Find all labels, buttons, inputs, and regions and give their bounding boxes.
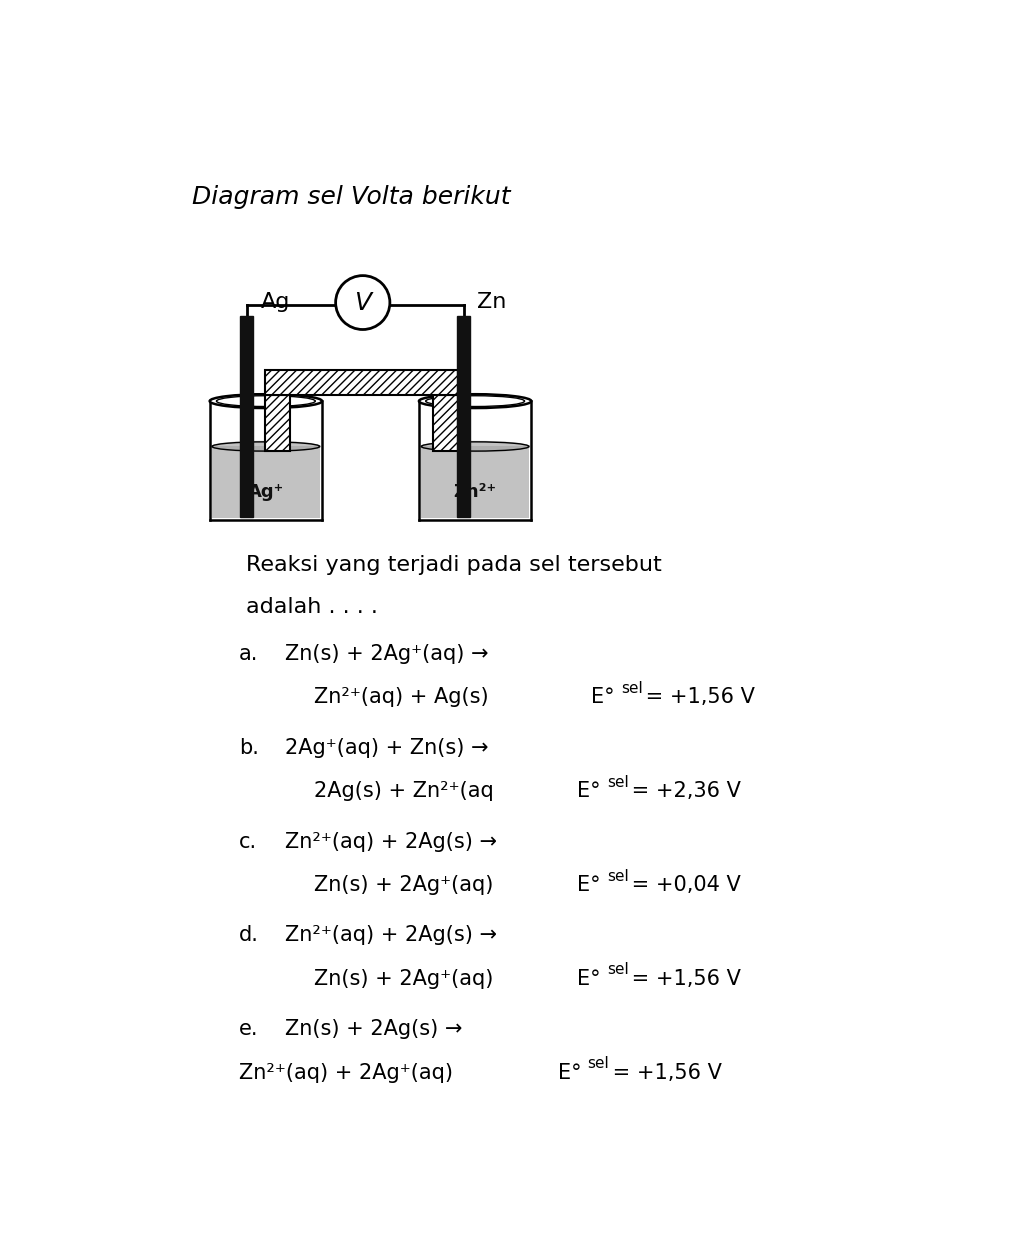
FancyBboxPatch shape	[241, 317, 253, 516]
FancyBboxPatch shape	[434, 395, 458, 451]
Polygon shape	[422, 447, 529, 519]
Text: e.: e.	[239, 1019, 258, 1040]
Text: adalah . . . .: adalah . . . .	[247, 598, 378, 618]
Text: d.: d.	[239, 926, 259, 946]
FancyBboxPatch shape	[265, 395, 290, 451]
FancyBboxPatch shape	[265, 370, 458, 395]
Text: Zn(s) + 2Ag⁺(aq): Zn(s) + 2Ag⁺(aq)	[314, 968, 499, 989]
Text: sel: sel	[607, 869, 629, 884]
Text: Zn²⁺(aq) + Ag(s): Zn²⁺(aq) + Ag(s)	[314, 687, 495, 707]
Text: sel: sel	[621, 681, 643, 696]
Text: Ag⁺: Ag⁺	[248, 483, 284, 501]
Text: E°: E°	[577, 781, 602, 801]
Text: = +1,56 V: = +1,56 V	[639, 687, 755, 707]
Text: Zn²⁺(aq) + 2Ag(s) →: Zn²⁺(aq) + 2Ag(s) →	[285, 832, 497, 852]
Ellipse shape	[426, 396, 525, 406]
Text: Zn(s) + 2Ag⁺(aq): Zn(s) + 2Ag⁺(aq)	[314, 875, 499, 895]
Circle shape	[336, 276, 390, 329]
Ellipse shape	[422, 442, 529, 452]
Text: = +1,56 V: = +1,56 V	[626, 968, 741, 989]
Text: b.: b.	[239, 738, 259, 758]
Text: E°: E°	[577, 968, 602, 989]
Ellipse shape	[209, 394, 323, 409]
Text: Zn²⁺(aq) + 2Ag(s) →: Zn²⁺(aq) + 2Ag(s) →	[285, 926, 497, 946]
Text: Reaksi yang terjadi pada sel tersebut: Reaksi yang terjadi pada sel tersebut	[247, 555, 662, 576]
Text: Zn(s) + 2Ag⁺(aq) →: Zn(s) + 2Ag⁺(aq) →	[285, 644, 488, 664]
Ellipse shape	[216, 396, 315, 406]
Text: Zn²⁺(aq) + 2Ag⁺(aq): Zn²⁺(aq) + 2Ag⁺(aq)	[239, 1062, 459, 1082]
Text: 2Ag⁺(aq) + Zn(s) →: 2Ag⁺(aq) + Zn(s) →	[285, 738, 488, 758]
Text: sel: sel	[607, 775, 629, 790]
Text: E°: E°	[577, 875, 602, 895]
Polygon shape	[212, 447, 319, 519]
Text: Zn: Zn	[477, 292, 507, 312]
Text: = +0,04 V: = +0,04 V	[626, 875, 741, 895]
Text: E°: E°	[558, 1062, 581, 1082]
Text: Diagram sel Volta berikut: Diagram sel Volta berikut	[192, 184, 511, 209]
Ellipse shape	[212, 442, 319, 452]
Text: Zn(s) + 2Ag(s) →: Zn(s) + 2Ag(s) →	[285, 1019, 463, 1040]
Text: Ag: Ag	[261, 292, 290, 312]
Text: = +2,36 V: = +2,36 V	[626, 781, 741, 801]
Text: a.: a.	[239, 644, 258, 664]
Text: sel: sel	[587, 1056, 610, 1071]
Text: V: V	[354, 291, 371, 314]
FancyBboxPatch shape	[457, 317, 470, 516]
Text: c.: c.	[239, 832, 257, 852]
Ellipse shape	[419, 394, 532, 409]
Text: 2Ag(s) + Zn²⁺(aq: 2Ag(s) + Zn²⁺(aq	[314, 781, 500, 801]
Text: = +1,56 V: = +1,56 V	[607, 1062, 722, 1082]
Text: Zn²⁺: Zn²⁺	[454, 483, 496, 501]
Text: sel: sel	[607, 962, 629, 978]
Text: E°: E°	[591, 687, 615, 707]
